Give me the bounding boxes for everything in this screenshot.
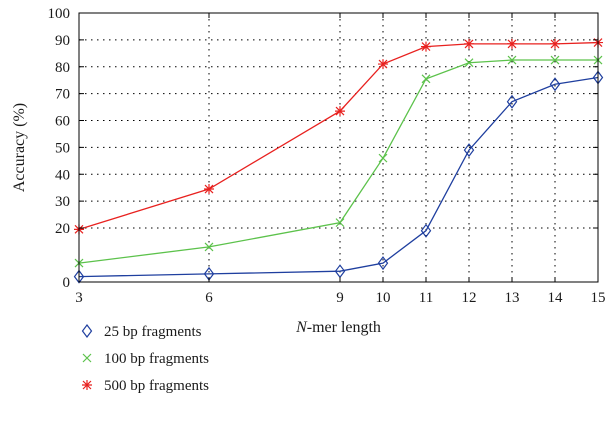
x-axis-label-rest: -mer length: [307, 319, 381, 336]
series-2-point-14: [550, 55, 560, 65]
x-tick-label-9: 9: [336, 290, 344, 306]
series-3-point-14: [550, 38, 560, 49]
series-1: [73, 70, 604, 284]
x-tick-label-14: 14: [548, 290, 564, 306]
legend-label-2: 100 bp fragments: [104, 351, 209, 367]
y-tick-label-100: 100: [48, 6, 71, 22]
y-tick-label-0: 0: [63, 275, 71, 291]
series-3-point-12: [464, 38, 474, 49]
series-2-point-11: [421, 74, 431, 84]
legend: 25 bp fragments 100 bp fragments 500 bp fr…: [81, 324, 209, 394]
series-layer: [73, 37, 604, 284]
x-tick-label-13: 13: [505, 290, 520, 306]
series-2: [74, 55, 603, 268]
x-tick-label-10: 10: [376, 290, 391, 306]
legend-marker-1: [81, 324, 93, 338]
y-tick-label-40: 40: [55, 167, 70, 183]
series-2-point-9: [335, 218, 345, 228]
legend-label-3: 500 bp fragments: [104, 378, 209, 394]
y-tick-label-70: 70: [55, 87, 70, 103]
series-3-point-11: [421, 41, 431, 52]
y-tick-label-90: 90: [55, 33, 70, 49]
x-tick-label-11: 11: [419, 290, 433, 306]
legend-marker-2: [82, 353, 92, 363]
series-1-point-12: [463, 143, 475, 158]
series-3-point-9: [335, 106, 345, 117]
y-tick-label-30: 30: [55, 194, 70, 210]
grid-lines: [79, 13, 598, 282]
series-3-point-13: [507, 38, 517, 49]
series-1-point-10: [377, 256, 389, 271]
series-2-point-6: [204, 242, 214, 252]
legend-marker-3: [82, 380, 92, 390]
series-1-point-13: [506, 94, 518, 109]
axis-ticks: 0 20 30 40 50 60 70 80 90 100 3 6 9 10 11 12 13 14 15: [48, 6, 606, 306]
x-tick-label-15: 15: [591, 290, 606, 306]
series-2-point-12: [464, 58, 474, 68]
x-tick-label-12: 12: [462, 290, 477, 306]
y-tick-label-60: 60: [55, 114, 70, 130]
series-1-line: [78, 76, 599, 278]
y-tick-label-50: 50: [55, 140, 70, 156]
series-1-point-11: [420, 223, 432, 238]
x-tick-label-3: 3: [75, 290, 83, 306]
series-1-point-14: [549, 77, 561, 92]
legend-label-1: 25 bp fragments: [104, 324, 202, 340]
y-tick-label-20: 20: [55, 221, 70, 237]
series-2-line: [78, 59, 598, 264]
series-3-point-6: [204, 184, 214, 195]
series-1-point-3: [73, 269, 85, 284]
y-axis-label: Accuracy (%): [11, 103, 28, 192]
x-axis-label: N-mer length: [295, 319, 381, 336]
series-2-point-13: [507, 55, 517, 65]
x-axis-label-italic-part: N: [295, 319, 308, 336]
x-tick-label-6: 6: [205, 290, 213, 306]
y-tick-label-80: 80: [55, 60, 70, 76]
series-2-point-10: [378, 153, 388, 163]
series-3-point-10: [378, 59, 388, 70]
